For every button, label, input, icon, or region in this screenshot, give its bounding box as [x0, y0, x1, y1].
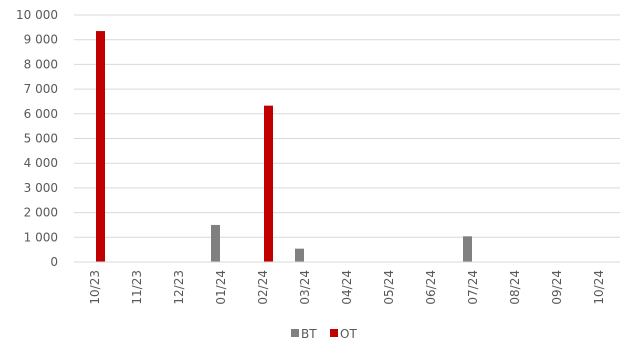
bar-ot-10-23 [96, 31, 105, 263]
y-tick-label: 5 000 [24, 132, 58, 146]
y-tick-label: 2 000 [24, 206, 58, 220]
x-tick-label: 05/24 [382, 270, 396, 305]
gridlines [74, 14, 620, 238]
x-tick-label: 02/24 [256, 270, 270, 305]
x-tick-label: 07/24 [466, 270, 480, 305]
x-tick-label: 08/24 [508, 270, 522, 305]
x-tick-label: 01/24 [214, 270, 228, 305]
y-tick-label: 0 [50, 255, 58, 269]
legend-swatch-ot [330, 329, 338, 337]
y-tick-label: 8 000 [24, 57, 58, 71]
bar-bt-03-24 [295, 248, 304, 262]
x-tick-label: 12/23 [172, 270, 186, 305]
y-tick-label: 6 000 [24, 107, 58, 121]
x-tick-label: 06/24 [424, 270, 438, 305]
x-tick-label: 04/24 [340, 270, 354, 305]
x-tick-label: 10/24 [592, 270, 606, 305]
bar-bt-01-24 [211, 224, 220, 262]
legend-swatch-bt [291, 329, 299, 337]
bars [96, 31, 472, 263]
y-tick-label: 4 000 [24, 156, 58, 170]
y-axis-ticks: 0 1 000 2 000 3 000 4 000 5 000 6 000 7 000 8 00… [16, 8, 58, 269]
bar-bt-07-24 [463, 236, 472, 262]
y-tick-label: 3 000 [24, 181, 58, 195]
y-tick-label: 7 000 [24, 82, 58, 96]
x-tick-label: 09/24 [550, 270, 564, 305]
y-tick-label: 1 000 [24, 230, 58, 244]
bar-ot-02-24 [264, 105, 273, 262]
legend: BT OT [291, 327, 357, 341]
x-tick-label: 11/23 [130, 270, 144, 305]
x-tick-label: 10/23 [88, 270, 102, 305]
y-tick-label: 9 000 [24, 33, 58, 47]
x-axis-ticks: 10/23 11/23 12/23 01/24 02/24 03/24 04/24 05/24… [88, 270, 606, 305]
x-tick-label: 03/24 [298, 270, 312, 305]
legend-label-bt: BT [301, 327, 317, 341]
legend-label-ot: OT [340, 327, 357, 341]
y-tick-label: 10 000 [16, 8, 58, 22]
